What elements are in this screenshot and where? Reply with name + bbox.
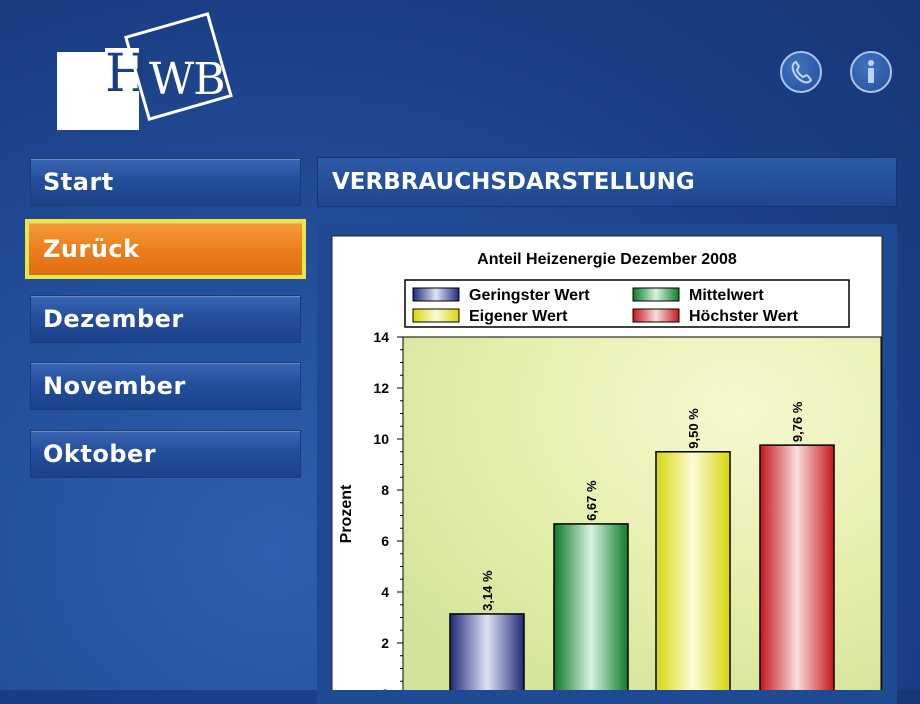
y-tick-label: 14 [373, 329, 389, 345]
y-tick-label: 8 [381, 482, 389, 498]
legend-label: Mittelwert [689, 287, 764, 304]
legend-swatch [632, 287, 680, 302]
y-tick-label: 10 [373, 431, 389, 447]
bar-value-label: 9,50 % [686, 408, 701, 449]
bar [655, 451, 731, 690]
menu-item-november[interactable]: November [30, 362, 301, 410]
legend-label: Eigener Wert [469, 308, 568, 325]
legend-label: Höchster Wert [689, 308, 799, 325]
menu-item-oktober[interactable]: Oktober [30, 430, 301, 478]
legend-swatch [412, 308, 460, 323]
bar-value-label: 3,14 % [480, 570, 495, 611]
legend-swatch [412, 287, 460, 302]
y-axis-label: Prozent [338, 484, 355, 543]
info-icon[interactable] [850, 51, 892, 93]
menu-item-dezember[interactable]: Dezember [30, 295, 301, 343]
page-title: VERBRAUCHSDARSTELLUNG [317, 157, 897, 207]
legend-label: Geringster Wert [469, 287, 590, 304]
chart-legend [404, 279, 850, 328]
bar-value-label: 9,76 % [790, 401, 805, 442]
bar [759, 444, 835, 690]
chart-panel: Anteil Heizenergie Dezember 2008 Gerings… [317, 224, 897, 704]
menu-item-zurueck[interactable]: Zurück [25, 219, 306, 279]
hwb-logo: H WB [57, 12, 257, 133]
chart-title: Anteil Heizenergie Dezember 2008 [477, 251, 737, 268]
menu-item-start[interactable]: Start [30, 158, 301, 206]
legend-swatch [632, 308, 680, 323]
bar [553, 523, 629, 690]
y-tick-label: 0 [381, 686, 389, 690]
y-tick-label: 4 [381, 584, 389, 600]
y-tick-label: 6 [381, 533, 389, 549]
consumption-chart: Anteil Heizenergie Dezember 2008 Gerings… [331, 235, 883, 690]
y-tick-label: 2 [381, 635, 389, 651]
phone-icon[interactable] [780, 51, 822, 93]
y-tick-label: 12 [373, 380, 389, 396]
logo-letters-wb: WB [149, 54, 226, 105]
bar [449, 613, 525, 690]
bar-value-label: 6,67 % [584, 480, 599, 521]
